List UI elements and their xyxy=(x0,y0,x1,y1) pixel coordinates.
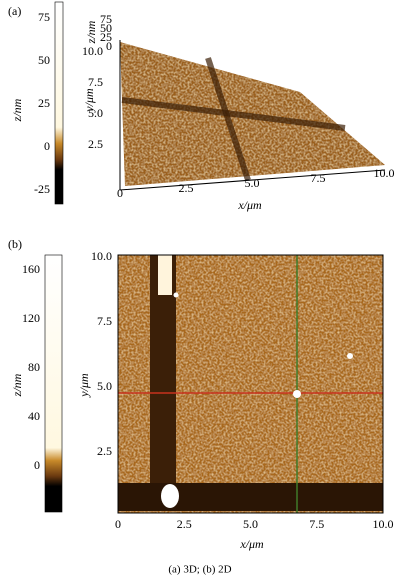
tick-label: 2.5 xyxy=(179,181,194,195)
colorbar-title: z/nm xyxy=(10,98,24,122)
scratch xyxy=(205,57,251,181)
tick-label: 75 xyxy=(38,10,50,24)
tick-label: 10.0 xyxy=(91,249,112,263)
dark-band xyxy=(118,483,383,511)
colorbar xyxy=(54,1,64,205)
tick-label: 2.5 xyxy=(97,444,112,458)
tick-label: 0 xyxy=(44,139,50,153)
z-axis-title: z/nm xyxy=(84,20,98,44)
frame xyxy=(117,254,384,514)
tick-label: 10.0 xyxy=(82,44,103,58)
tick-label: 0 xyxy=(115,517,121,531)
colorbar xyxy=(44,254,63,513)
tick-label: 75 xyxy=(100,12,112,26)
y-axis-title: y/μm xyxy=(82,88,96,113)
colorbar-title: z/nm xyxy=(10,373,24,397)
tick-label: 40 xyxy=(28,409,40,423)
tick-label: 7.5 xyxy=(309,517,324,531)
tick-label: 0 xyxy=(117,186,123,200)
tick-label: 10.0 xyxy=(373,517,394,531)
caption: (a) 3D; (b) 2D xyxy=(168,564,231,576)
tick-label: 160 xyxy=(22,262,40,276)
tick-label: 5.0 xyxy=(243,517,258,531)
tick-label: -25 xyxy=(34,182,50,196)
particle xyxy=(347,353,353,359)
tick-label: 0 xyxy=(34,458,40,472)
tick-label: 50 xyxy=(38,53,50,67)
axes xyxy=(119,40,386,191)
tick-label: 7.5 xyxy=(97,314,112,328)
tick-label: 10.0 xyxy=(374,166,395,180)
particle xyxy=(293,390,301,398)
panel-label: (a) xyxy=(8,4,21,18)
tick-label: 80 xyxy=(28,360,40,374)
tick-label: 25 xyxy=(38,96,50,110)
particle xyxy=(161,484,179,508)
tick-label: 2.5 xyxy=(177,517,192,531)
tick-label: 5.0 xyxy=(88,106,103,120)
tick-label: 7.5 xyxy=(311,171,326,185)
y-axis-title: y/μm xyxy=(77,373,91,398)
tick-label: 25 xyxy=(100,30,112,44)
x-axis-title: x/μm xyxy=(239,537,264,551)
tick-label: 2.5 xyxy=(88,137,103,151)
tick-label: 120 xyxy=(22,311,40,325)
tick-label: 5.0 xyxy=(97,379,112,393)
tick-label: 5.0 xyxy=(245,176,260,190)
tick-label: 0 xyxy=(106,39,112,53)
tick-label: 7.5 xyxy=(88,75,103,89)
particle xyxy=(173,292,179,298)
tick-label: 50 xyxy=(100,21,112,35)
panel-label: (b) xyxy=(8,237,22,251)
x-axis-title: x/μm xyxy=(237,198,262,212)
scratch xyxy=(121,97,346,131)
bright-band xyxy=(158,255,172,295)
